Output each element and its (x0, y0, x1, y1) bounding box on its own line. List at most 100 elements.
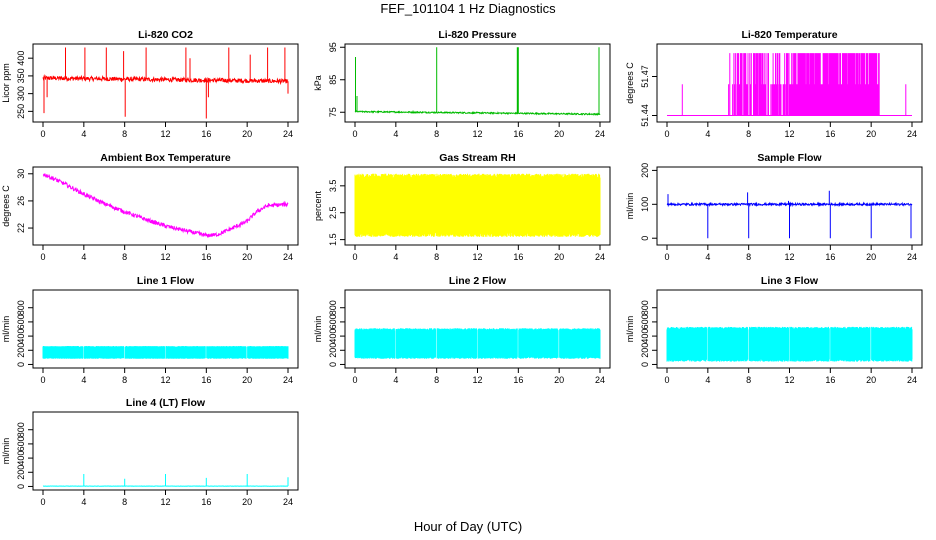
series-line (667, 53, 912, 116)
x-tick-label: 12 (160, 129, 170, 139)
y-tick-label: 600 (16, 314, 26, 329)
x-tick-label: 8 (122, 497, 127, 507)
x-tick-label: 20 (242, 497, 252, 507)
x-tick-label: 4 (705, 129, 710, 139)
x-tick-label: 20 (554, 375, 564, 385)
y-tick-label: 300 (16, 86, 26, 101)
y-tick-label: 350 (16, 68, 26, 83)
y-tick-label: 0 (16, 484, 26, 489)
y-tick-label: 600 (16, 436, 26, 451)
panel-title: Line 2 Flow (449, 275, 507, 287)
chart-panel-8: Line 2 Flow ml/min 0 4 8 12 16 20 24 0 20040060080… (313, 275, 611, 385)
panel-title: Li-820 Pressure (438, 29, 516, 41)
x-tick-label: 16 (513, 129, 523, 139)
x-tick-label: 8 (434, 252, 439, 262)
x-tick-label: 8 (122, 252, 127, 262)
chart-panel-10: Line 4 (LT) Flow ml/min 0 4 8 12 16 20 24 0 200400… (1, 397, 299, 507)
x-tick-label: 16 (825, 375, 835, 385)
x-tick-label: 0 (352, 375, 357, 385)
x-tick-label: 0 (664, 375, 669, 385)
x-tick-label: 24 (283, 375, 293, 385)
chart-panel-3: Li-820 Temperature degrees C 0 4 8 12 16 20 24 51… (625, 29, 923, 139)
y-tick-label: 400 (16, 51, 26, 66)
panel-y-axis-label: ml/min (313, 316, 323, 343)
x-tick-label: 8 (122, 129, 127, 139)
y-tick-label: 200 (328, 343, 338, 358)
x-tick-label: 16 (201, 129, 211, 139)
x-tick-label: 16 (201, 252, 211, 262)
y-tick-label: 0 (328, 362, 338, 367)
x-tick-label: 24 (595, 129, 605, 139)
y-tick-label: 75 (328, 107, 338, 117)
series-line (354, 47, 601, 116)
y-tick-label: 100 (640, 197, 650, 212)
y-tick-label: 26 (16, 196, 26, 206)
panel-frame (344, 289, 611, 369)
x-tick-label: 20 (242, 252, 252, 262)
x-tick-label: 16 (201, 497, 211, 507)
y-tick-label: 1.5 (328, 233, 338, 246)
x-tick-label: 4 (393, 375, 398, 385)
x-tick-label: 20 (866, 129, 876, 139)
x-tick-label: 24 (907, 252, 917, 262)
x-tick-label: 4 (81, 252, 86, 262)
y-tick-label: 200 (16, 465, 26, 480)
x-tick-label: 8 (122, 375, 127, 385)
y-tick-label: 400 (16, 329, 26, 344)
panel-y-axis-label: ml/min (625, 193, 635, 220)
panel-frame (656, 43, 923, 123)
series-line (666, 190, 913, 239)
x-tick-label: 8 (434, 129, 439, 139)
x-tick-label: 0 (352, 252, 357, 262)
panel-title: Line 4 (LT) Flow (126, 397, 206, 409)
x-tick-label: 0 (40, 252, 45, 262)
x-tick-label: 12 (160, 252, 170, 262)
panel-title: Gas Stream RH (439, 152, 515, 164)
y-tick-label: 0 (16, 362, 26, 367)
x-tick-label: 12 (472, 375, 482, 385)
series-line (42, 474, 289, 487)
x-tick-label: 24 (283, 129, 293, 139)
x-tick-label: 24 (595, 252, 605, 262)
x-tick-label: 12 (472, 129, 482, 139)
series-line (42, 345, 289, 359)
x-tick-label: 4 (393, 129, 398, 139)
chart-panel-7: Line 1 Flow ml/min 0 4 8 12 16 20 24 0 20040060080… (1, 275, 299, 385)
x-tick-label: 4 (393, 252, 398, 262)
y-tick-label: 800 (16, 422, 26, 437)
y-tick-label: 0 (640, 236, 650, 241)
x-tick-label: 16 (513, 375, 523, 385)
panel-y-axis-label: ml/min (1, 316, 11, 343)
x-tick-label: 24 (907, 129, 917, 139)
x-tick-label: 20 (554, 129, 564, 139)
y-tick-label: 800 (640, 300, 650, 315)
x-tick-label: 4 (705, 375, 710, 385)
chart-panel-4: Ambient Box Temperature degrees C 0 4 8 12 16 2… (1, 152, 299, 262)
series-line (42, 47, 289, 119)
panel-title: Line 1 Flow (137, 275, 195, 287)
x-tick-label: 8 (746, 129, 751, 139)
chart-panel-9: Line 3 Flow ml/min 0 4 8 12 16 20 24 0 20040060080… (625, 275, 923, 385)
y-tick-label: 800 (16, 300, 26, 315)
y-tick-label: 600 (328, 314, 338, 329)
y-tick-label: 200 (640, 343, 650, 358)
x-tick-label: 16 (825, 129, 835, 139)
x-tick-label: 0 (664, 252, 669, 262)
series-line (354, 328, 601, 359)
panel-title: Li-820 Temperature (741, 29, 837, 41)
chart-panel-1: Li-820 CO2 Licor ppm 0 4 8 12 16 20 24 250 300 350 4… (1, 29, 299, 139)
y-tick-label: 3.5 (328, 180, 338, 193)
x-tick-label: 12 (784, 375, 794, 385)
x-tick-label: 4 (705, 252, 710, 262)
panel-title: Ambient Box Temperature (100, 152, 231, 164)
y-tick-label: 400 (16, 451, 26, 466)
y-tick-label: 600 (640, 314, 650, 329)
panel-frame (344, 43, 611, 123)
y-tick-label: 2.5 (328, 206, 338, 219)
y-tick-label: 30 (16, 169, 26, 179)
panel-y-axis-label: kPa (313, 75, 323, 91)
panel-y-axis-label: degrees C (625, 62, 635, 104)
panel-title: Sample Flow (757, 152, 822, 164)
chart-panel-6: Sample Flow ml/min 0 4 8 12 16 20 24 0 100 200 (625, 152, 923, 262)
